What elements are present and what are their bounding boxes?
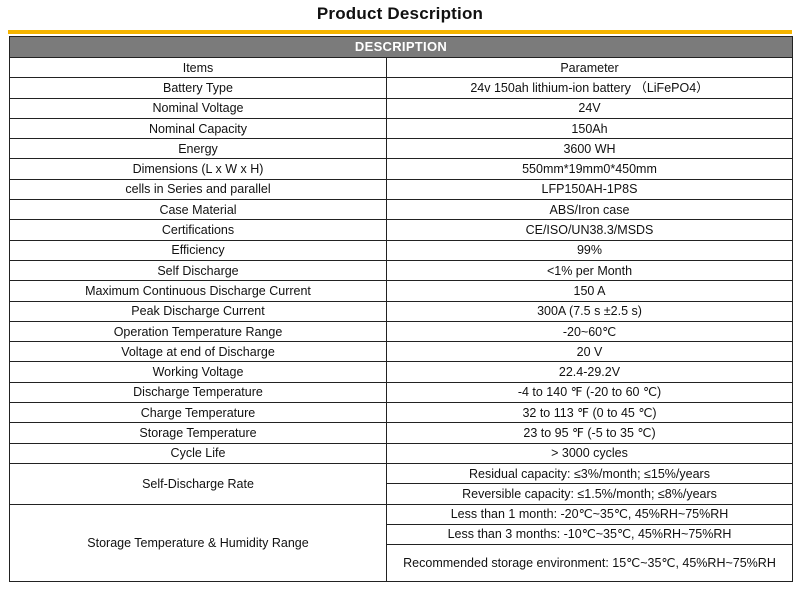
title-accent-bar (8, 30, 792, 34)
row-value: -20~60℃ (386, 320, 793, 343)
page-title: Product Description (316, 4, 484, 23)
row-item: Storage Temperature (9, 422, 387, 444)
row-item: Charge Temperature (9, 402, 387, 424)
row-item: Energy (9, 138, 387, 160)
row-item: Peak Discharge Current (9, 300, 387, 322)
row-item: Voltage at end of Discharge (9, 341, 387, 363)
row-item: Self Discharge (9, 259, 387, 282)
row-value: -4 to 140 ℉ (-20 to 60 ℃) (386, 381, 793, 404)
row-item: Nominal Capacity (9, 117, 387, 140)
row-item: Cycle Life (9, 442, 387, 464)
row-value: 150Ah (386, 117, 793, 140)
row-value: 20 V (386, 341, 793, 363)
row-item: Operation Temperature Range (9, 320, 387, 343)
table-row-self-discharge-rate: Self-Discharge Rate Residual capacity: ≤… (9, 462, 793, 505)
row-value: LFP150AH-1P8S (386, 178, 793, 201)
table-row: Voltage at end of Discharge 20 V (9, 341, 793, 363)
table-row: Dimensions (L x W x H) 550mm*19mm0*450mm (9, 158, 793, 180)
table-row: Case Material ABS/Iron case (9, 199, 793, 221)
table-row: Nominal Voltage 24V (9, 97, 793, 119)
table-row: cells in Series and parallel LFP150AH-1P8… (9, 178, 793, 201)
row-value: CE/ISO/UN38.3/MSDS (386, 219, 793, 241)
row-value: Residual capacity: ≤3%/month; ≤15%/years (386, 462, 793, 485)
spec-table: DESCRIPTION Items Parameter Battery Type… (9, 36, 793, 583)
row-item: Discharge Temperature (9, 381, 387, 404)
row-value: 150 A (386, 280, 793, 302)
table-row: Peak Discharge Current 300A (7.5 s ±2.5 s… (9, 300, 793, 322)
row-value: Less than 1 month: -20℃~35℃, 45%RH~75%RH (386, 503, 793, 525)
table-row: Self Discharge <1% per Month (9, 259, 793, 282)
section-header: DESCRIPTION (9, 36, 793, 58)
row-value: 23 to 95 ℉ (-5 to 35 ℃) (386, 422, 793, 444)
table-row: Energy 3600 WH (9, 138, 793, 160)
row-value: 550mm*19mm0*450mm (386, 158, 793, 180)
table-row: Certifications CE/ISO/UN38.3/MSDS (9, 219, 793, 241)
table-row: Nominal Capacity 150Ah (9, 117, 793, 140)
row-item: Certifications (9, 219, 387, 241)
row-item: Working Voltage (9, 361, 387, 383)
row-item: Battery Type (9, 77, 387, 99)
row-item: Dimensions (L x W x H) (9, 158, 387, 180)
table-row: Storage Temperature 23 to 95 ℉ (-5 to 35 … (9, 422, 793, 444)
table-row-storage-range: Storage Temperature & Humidity Range Les… (9, 503, 793, 583)
row-value: 22.4-29.2V (386, 361, 793, 383)
row-value: Recommended storage environment: 15℃~35℃… (386, 544, 793, 583)
table-row: Battery Type 24v 150ah lithium-ion batter… (9, 77, 793, 99)
table-row-storage-range-3: Recommended storage environment: 15℃~35℃… (10, 544, 793, 583)
row-value: 24V (386, 97, 793, 119)
row-value: 32 to 113 ℉ (0 to 45 ℃) (386, 402, 793, 424)
row-value: > 3000 cycles (386, 442, 793, 464)
row-value: 24v 150ah lithium-ion battery （LiFePO4） (386, 77, 793, 99)
table-row: Operation Temperature Range -20~60℃ (9, 320, 793, 343)
section-header-row: DESCRIPTION (9, 36, 793, 58)
row-item: Nominal Voltage (9, 97, 387, 119)
row-value: <1% per Month (386, 259, 793, 282)
row-value: 3600 WH (386, 138, 793, 160)
column-header-items: Items (9, 56, 387, 79)
row-value: 300A (7.5 s ±2.5 s) (386, 300, 793, 322)
column-header-parameter: Parameter (386, 56, 793, 79)
table-row: Discharge Temperature -4 to 140 ℉ (-20 to… (9, 381, 793, 404)
column-header-row: Items Parameter (9, 56, 793, 79)
row-item: Storage Temperature & Humidity Range (9, 503, 387, 583)
row-value: 99% (386, 239, 793, 261)
row-value: Reversible capacity: ≤1.5%/month; ≤8%/ye… (386, 483, 793, 505)
row-item: Efficiency (9, 239, 387, 261)
row-item: Self-Discharge Rate (9, 462, 387, 505)
row-item: Maximum Continuous Discharge Current (9, 280, 387, 302)
table-row: Working Voltage 22.4-29.2V (9, 361, 793, 383)
row-value: Less than 3 months: -10℃~35℃, 45%RH~75%R… (386, 523, 793, 546)
table-row: Charge Temperature 32 to 113 ℉ (0 to 45 ℃… (9, 402, 793, 424)
table-row-storage-range-2: Less than 3 months: -10℃~35℃, 45%RH~75%R… (10, 523, 793, 546)
table-row: Cycle Life > 3000 cycles (9, 442, 793, 464)
row-value: ABS/Iron case (386, 199, 793, 221)
table-row: Efficiency 99% (9, 239, 793, 261)
table-row: Maximum Continuous Discharge Current 150 … (9, 280, 793, 302)
row-item: cells in Series and parallel (9, 178, 387, 201)
row-item: Case Material (9, 199, 387, 221)
